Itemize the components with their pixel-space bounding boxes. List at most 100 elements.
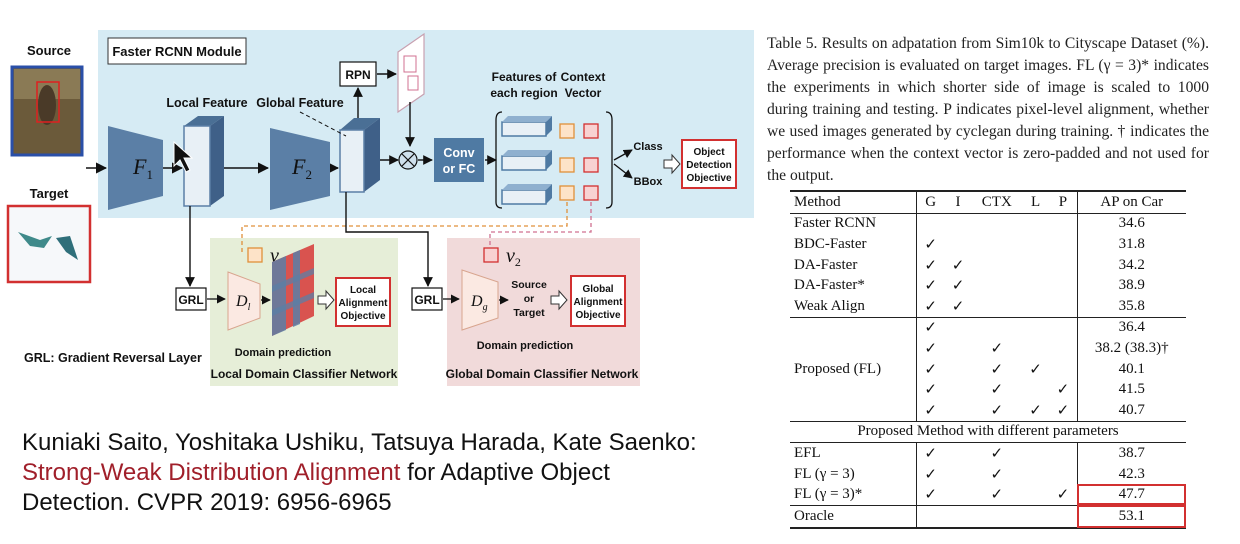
table-cell: 47.7 [1077, 484, 1186, 506]
table-cell: FL (γ = 3) [790, 463, 918, 485]
cursor-icon [173, 140, 194, 173]
table-row: FL (γ = 3) ✓ ✓ 42.3 [790, 463, 1186, 485]
table-cell [1049, 442, 1078, 464]
local-align-line-1: Local [350, 285, 376, 296]
proposal-image [397, 32, 425, 114]
parameter-group: Proposed Method with different parameter… [790, 420, 1186, 443]
features-region-label-2: each region [490, 86, 557, 100]
table-row: Proposed Method with different parameter… [790, 420, 1186, 443]
parameter-group-header: Proposed Method with different parameter… [790, 420, 1186, 443]
table-row: EFL ✓ ✓ 38.7 [790, 442, 1186, 464]
table-cell: ✓ [916, 442, 945, 464]
objective-line-2: Detection [686, 160, 732, 171]
table-row: ✓ ✓ ✓ 40.1 [790, 358, 1186, 380]
header-method: Method [790, 191, 918, 214]
table-cell: ✓ [924, 340, 937, 357]
local-feature-block [184, 116, 224, 126]
table-cell: 38.9 [1118, 277, 1145, 294]
local-alignment-objective-box [335, 277, 391, 327]
table-cell [1022, 255, 1049, 276]
global-domain-prediction-label: Domain prediction [477, 340, 574, 352]
global-feature-label: Global Feature [256, 96, 344, 110]
table-cell [1022, 234, 1049, 255]
global-classifier-label: Global Domain Classifier Network [446, 367, 639, 381]
table-cell: ✓ [990, 340, 1004, 357]
f2-block [270, 128, 330, 210]
table-row: ✓ ✓ ✓ ✓ 40.7 [790, 399, 1186, 422]
local-align-line-2: Alignment [339, 298, 389, 309]
grl-box-local [175, 287, 207, 311]
table-cell: ✓ [924, 236, 937, 253]
baseline-group: Faster RCNN 34.6 BDC-Faster ✓ 31.8 DA-Faster ✓… [790, 213, 1186, 318]
outline-arrow-icon [663, 153, 681, 175]
table-cell: 41.5 [1118, 381, 1145, 398]
table-cell: 38.7 [1077, 442, 1186, 464]
table-cell: Weak Align [790, 295, 918, 318]
table-cell [944, 359, 971, 380]
global-align-line-3: Objective [575, 310, 620, 321]
local-classifier-label: Local Domain Classifier Network [211, 367, 398, 381]
table-cell [1022, 296, 1049, 317]
region-features [501, 116, 552, 205]
table-cell: 34.2 [1118, 256, 1145, 273]
table-cell: ✓ [924, 257, 937, 274]
oracle-group: Oracle 53.1 [790, 504, 1186, 529]
table-cell [1049, 254, 1078, 276]
objective-line-3: Objective [686, 173, 731, 184]
target-image [6, 204, 92, 284]
local-domain-prediction-label: Domain prediction [235, 347, 332, 359]
table-cell [1022, 379, 1049, 400]
table-cell: ✓ [924, 487, 937, 504]
table-header-row: Method G I CTX L P AP on Car [790, 191, 1186, 214]
dg-block [461, 269, 499, 331]
bbox-label: BBox [634, 176, 664, 188]
context-vector-label-1: Context [561, 70, 606, 84]
table-row: ✓ ✓ ✓ 41.5 [790, 379, 1186, 400]
f2-label: F2 [291, 154, 312, 182]
table-cell: 34.6 [1118, 215, 1145, 232]
table-cell: ✓ [1029, 361, 1042, 378]
citation-title-rest: for Adaptive Object [400, 459, 610, 486]
dl-block [227, 271, 261, 331]
module-title: Faster RCNN Module [112, 44, 241, 59]
table-cell: ✓ [990, 487, 1004, 504]
table-row: BDC-Faster ✓ 31.8 [790, 234, 1186, 255]
table-cell [972, 296, 1022, 317]
table-cell [1021, 316, 1050, 339]
table-cell [944, 484, 971, 505]
table-cell [1049, 338, 1078, 359]
bird-icon [38, 85, 56, 125]
header-i: I [955, 193, 961, 210]
table-cell [944, 464, 971, 485]
v2-icon [483, 247, 499, 263]
proposed-group: Proposed (FL) ✓ 36.4 ✓ ✓ 38.2 (38.3)† ✓ ✓ ✓ 40.1 ✓… [790, 316, 1186, 422]
table-cell [944, 234, 971, 255]
conv-label: Conv [443, 146, 474, 160]
target-label: Target [30, 186, 69, 201]
table-cell: ✓ [1049, 399, 1078, 422]
local-feature-label: Local Feature [166, 96, 247, 110]
table-cell [1049, 463, 1078, 485]
table-cell [1049, 234, 1078, 255]
table-cell: ✓ [924, 298, 937, 315]
table-row: Oracle 53.1 [790, 504, 1186, 529]
table-cell: 42.3 [1118, 465, 1145, 482]
module-title-box [107, 37, 247, 65]
table-cell [972, 255, 1022, 276]
source-or-target-1: Source [511, 279, 547, 291]
f1-block [108, 126, 163, 210]
table-cell: 35.8 [1118, 297, 1145, 314]
table-cell: Faster RCNN [790, 213, 918, 235]
table-cell: BDC-Faster [790, 234, 918, 255]
table-cell: 38.2 (38.3)† [1094, 339, 1169, 356]
table-cell [1022, 213, 1049, 234]
table-cell [1049, 295, 1078, 318]
global-align-line-1: Global [582, 284, 613, 295]
table-cell: DA-Faster* [790, 275, 918, 296]
table-cell [944, 316, 972, 339]
results-table: Method G I CTX L P AP on Car Faster RCNN… [790, 190, 1186, 529]
table-cell: ✓ [990, 382, 1004, 399]
table-row: Faster RCNN 34.6 [790, 213, 1186, 235]
table-row: Proposed (FL) ✓ 36.4 [790, 316, 1186, 422]
header-l: L [1030, 193, 1041, 210]
